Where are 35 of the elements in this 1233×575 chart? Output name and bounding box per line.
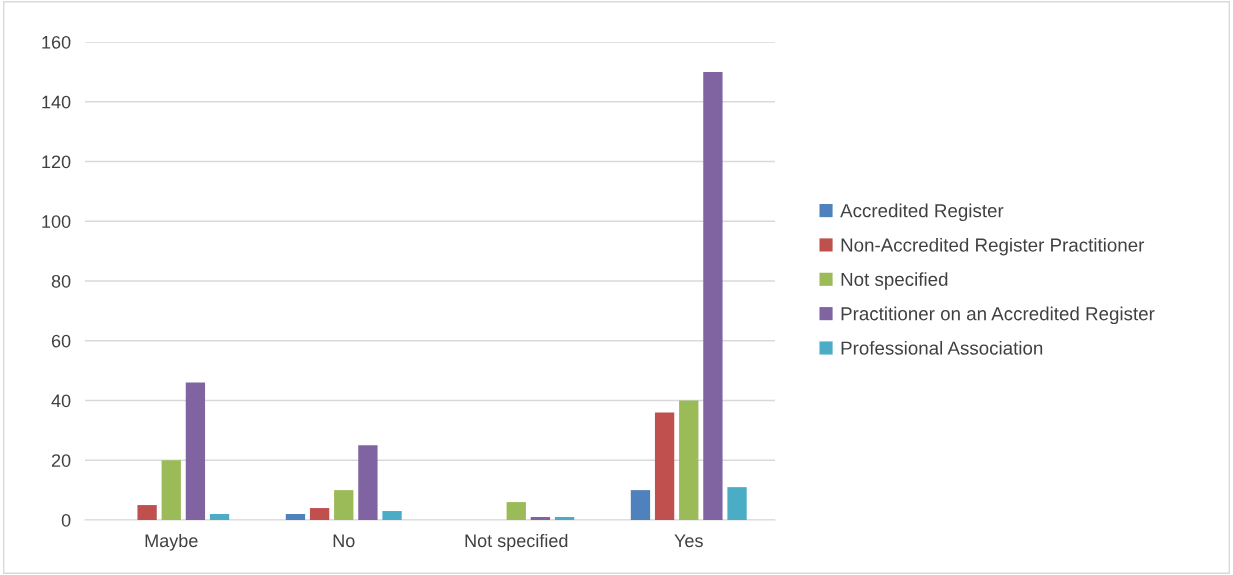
legend-label: Practitioner on an Accredited Register (841, 306, 1155, 325)
bar (703, 71, 723, 520)
y-tick-label: 40 (51, 394, 71, 408)
bar (382, 511, 402, 520)
bar (358, 445, 378, 520)
bar (630, 490, 651, 520)
y-tick-label: 160 (42, 35, 71, 49)
legend-label: Accredited Register (840, 203, 1004, 222)
bar (506, 502, 526, 520)
bar (137, 505, 157, 520)
bar (285, 514, 306, 520)
y-tick-label: 100 (42, 215, 71, 228)
bar (334, 490, 354, 520)
legend-label: Professional Association (841, 340, 1043, 355)
y-tick-label: 140 (42, 95, 71, 109)
bar (727, 487, 747, 520)
x-tick-label: Yes (674, 534, 703, 548)
legend-label: Not specified (841, 272, 948, 290)
x-tick-label: No (333, 534, 355, 548)
bar (679, 400, 699, 520)
bar (530, 517, 551, 520)
y-tick-label: 120 (42, 155, 71, 169)
y-tick-label: 80 (51, 274, 71, 288)
legend-label: Non-Accredited Register Practitioner (841, 237, 1145, 256)
bar (185, 382, 206, 520)
y-tick-label: 60 (51, 334, 71, 348)
x-tick-label: Not specified (465, 533, 568, 551)
y-tick-label: 0 (61, 513, 71, 527)
bar (161, 460, 181, 520)
x-tick-label: Maybe (145, 533, 198, 551)
bar (554, 517, 575, 520)
y-tick-label: 20 (51, 454, 71, 467)
bar (309, 508, 330, 520)
bar (654, 412, 675, 520)
bar (209, 514, 230, 520)
